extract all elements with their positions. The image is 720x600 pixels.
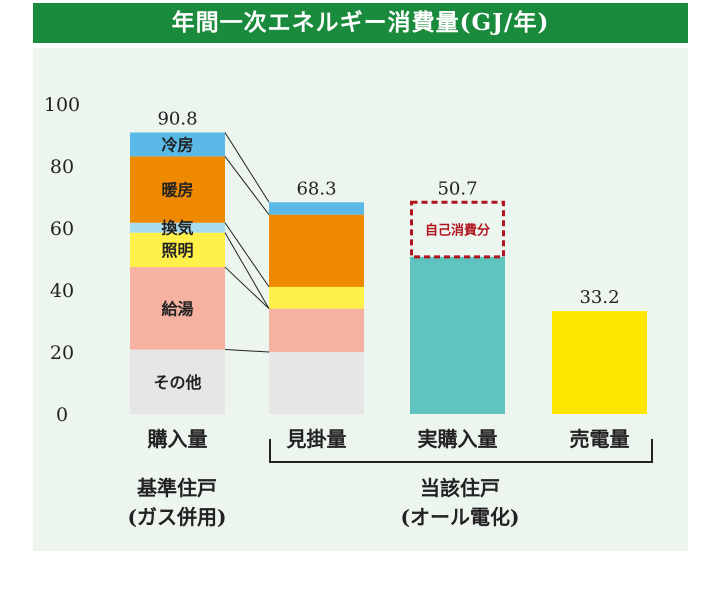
- self-consumption-label: 自己消費分: [425, 223, 490, 239]
- group-label-line2: (オール電化): [401, 505, 520, 529]
- y-tick-label: 0: [56, 404, 68, 426]
- bar-total-label: 33.2: [579, 287, 619, 308]
- bar-segment-冷房: [269, 202, 364, 215]
- y-tick-label: 40: [50, 280, 74, 302]
- x-category-label: 売電量: [570, 427, 630, 451]
- y-tick-label: 20: [50, 342, 74, 364]
- segment-label: 換気: [161, 219, 193, 238]
- x-category-label: 実購入量: [418, 427, 498, 451]
- chart-title: 年間一次エネルギー消費量(GJ/年): [171, 9, 550, 36]
- connector-line: [224, 156, 270, 215]
- bar-segment-その他: [130, 349, 225, 414]
- connector-line: [224, 232, 270, 309]
- title-bar: 年間一次エネルギー消費量(GJ/年): [33, 3, 688, 43]
- x-category-label: 見掛量: [287, 427, 347, 451]
- group-label-line2: (ガス併用): [128, 505, 227, 529]
- bar-segment-照明: [269, 286, 364, 309]
- segment-label: 冷房: [161, 135, 193, 154]
- bar-segment-暖房: [130, 156, 225, 223]
- bar-total-label: 68.3: [296, 178, 336, 199]
- group-bracket: [269, 439, 653, 463]
- segment-label: その他: [153, 373, 201, 392]
- bar-実購入量: [410, 256, 505, 414]
- group-label-line1: 基準住戸: [137, 476, 217, 500]
- self-consumption-box: [410, 200, 505, 259]
- bar-segment-換気: [130, 222, 225, 233]
- segment-label: 暖房: [161, 181, 193, 200]
- bar-total-label: 90.8: [157, 109, 197, 130]
- bar-segment-給湯: [130, 267, 225, 350]
- chart-panel: 0 20 40 60 80 100 その他 給湯 照明 換気 暖房 冷房 90.8 購入量 68.3 見掛量 自…: [33, 48, 688, 551]
- group-label-line1: 当該住戸: [420, 476, 500, 500]
- connector-line: [224, 132, 270, 203]
- segment-label: 給湯: [161, 299, 193, 318]
- bar-segment-給湯: [269, 308, 364, 352]
- bar-segment-その他: [269, 352, 364, 414]
- bar-segment-照明: [130, 232, 225, 268]
- bar-total-label: 50.7: [437, 178, 477, 199]
- y-tick-label: 80: [50, 156, 74, 178]
- y-tick-label: 100: [44, 94, 80, 116]
- chart-canvas: 0 20 40 60 80 100 その他 給湯 照明 換気 暖房 冷房 90.8 購入量 68.3 見掛量 自…: [44, 94, 653, 529]
- bar-segment-冷房: [130, 132, 225, 157]
- segment-label: 照明: [161, 241, 193, 260]
- x-category-label: 購入量: [148, 427, 208, 451]
- bar-売電量: [552, 311, 647, 414]
- connector-line: [224, 222, 270, 288]
- y-tick-label: 60: [50, 218, 74, 240]
- bar-segment-暖房: [269, 214, 364, 287]
- connector-line: [224, 266, 270, 309]
- connector-line: [224, 349, 270, 353]
